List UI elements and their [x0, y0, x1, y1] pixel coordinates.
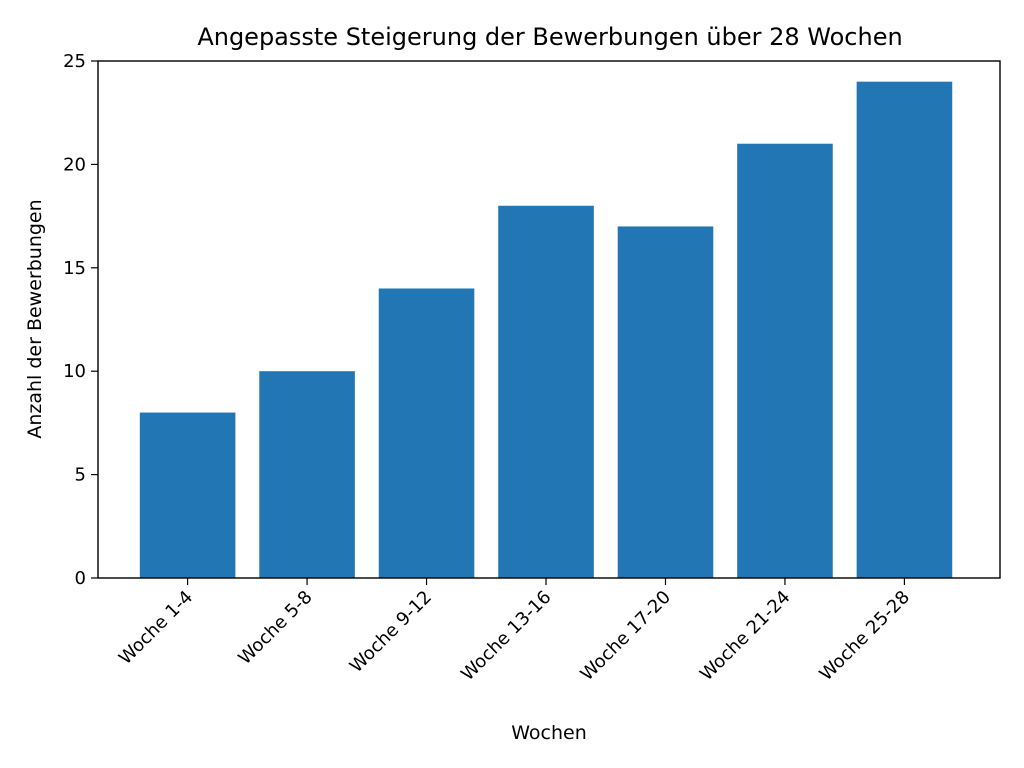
x-tick-label: Woche 21-24: [696, 587, 794, 685]
x-tick-label: Woche 13-16: [457, 587, 555, 685]
bar: [139, 412, 236, 578]
bar: [498, 205, 594, 578]
bars-group: [139, 81, 953, 579]
y-axis: 0 5 10 15 20 25: [63, 51, 98, 589]
x-tick-label: Woche 5-8: [234, 587, 316, 669]
x-tick-label: Woche 1-4: [115, 587, 197, 669]
bar: [617, 226, 714, 578]
y-tick-label: 15: [63, 258, 86, 279]
x-axis: Woche 1-4 Woche 5-8 Woche 9-12 Woche 13-16 W…: [115, 578, 914, 685]
bar: [856, 81, 953, 579]
x-axis-label: Wochen: [511, 722, 587, 744]
x-tick-label: Woche 9-12: [346, 587, 436, 677]
plot-frame: [97, 60, 1001, 579]
y-tick-label: 0: [75, 568, 86, 589]
y-tick-label: 25: [63, 51, 86, 72]
y-tick-label: 20: [63, 154, 86, 175]
y-axis-label: Anzahl der Bewerbungen: [24, 199, 46, 438]
y-tick-label: 10: [63, 361, 86, 382]
bar: [737, 143, 833, 578]
bar: [259, 371, 355, 578]
y-tick-label: 5: [75, 465, 86, 486]
x-tick-label: Woche 25-28: [816, 587, 914, 685]
bar: [378, 288, 475, 578]
x-tick-label: Woche 17-20: [577, 587, 675, 685]
chart-title: Angepasste Steigerung der Bewerbungen üb…: [197, 23, 902, 51]
